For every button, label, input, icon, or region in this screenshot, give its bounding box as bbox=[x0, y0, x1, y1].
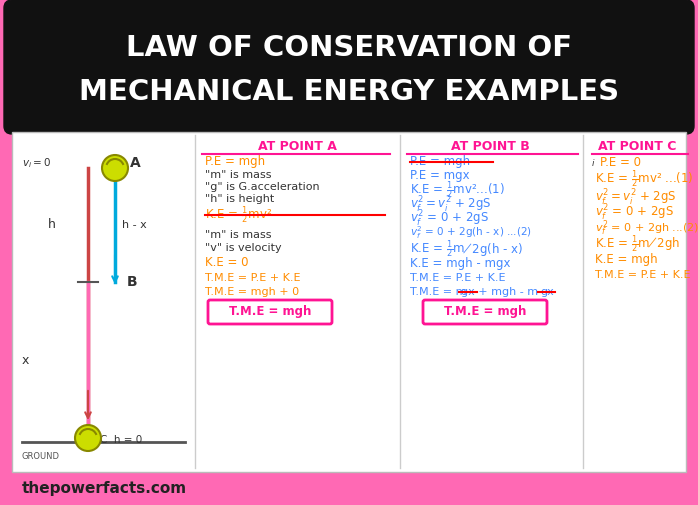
Text: K.E = $\frac{1}{2}$mv²: K.E = $\frac{1}{2}$mv² bbox=[205, 204, 272, 226]
Text: $\not{2}$g(h - x): $\not{2}$g(h - x) bbox=[463, 240, 523, 258]
Text: $\not{2}$gh: $\not{2}$gh bbox=[648, 235, 680, 252]
Text: K.E = 0: K.E = 0 bbox=[205, 257, 248, 270]
Text: AT POINT B: AT POINT B bbox=[451, 140, 529, 154]
Text: P.E = mgh: P.E = mgh bbox=[205, 156, 265, 169]
Text: K.E = $\frac{1}{2}$mv²...(1): K.E = $\frac{1}{2}$mv²...(1) bbox=[410, 179, 505, 201]
Text: LAW OF CONSERVATION OF: LAW OF CONSERVATION OF bbox=[126, 34, 572, 62]
Text: B: B bbox=[127, 275, 138, 289]
Text: "v" is velocity: "v" is velocity bbox=[205, 243, 281, 253]
Text: P.E = mgh: P.E = mgh bbox=[410, 156, 470, 169]
Text: P.E = mgx: P.E = mgx bbox=[410, 169, 470, 181]
Text: gx + mgh - m: gx + mgh - m bbox=[461, 287, 538, 297]
Circle shape bbox=[75, 425, 101, 451]
Text: T.M.E = m: T.M.E = m bbox=[410, 287, 466, 297]
Text: $v_f^2$ = 0 + 2g(h - x) ...(2): $v_f^2$ = 0 + 2g(h - x) ...(2) bbox=[410, 225, 532, 241]
Text: thepowerfacts.com: thepowerfacts.com bbox=[22, 480, 187, 495]
Circle shape bbox=[102, 155, 128, 181]
Text: h: h bbox=[48, 219, 56, 231]
Text: $v_f^2$ = 0 + 2gS: $v_f^2$ = 0 + 2gS bbox=[410, 209, 489, 229]
FancyBboxPatch shape bbox=[4, 0, 694, 134]
Text: P.E = 0: P.E = 0 bbox=[600, 157, 641, 170]
Text: "m" is mass: "m" is mass bbox=[205, 230, 272, 240]
Text: K.E = mgh - mgx: K.E = mgh - mgx bbox=[410, 258, 510, 271]
Text: AT POINT C: AT POINT C bbox=[597, 140, 676, 154]
Text: T.M.E = mgh: T.M.E = mgh bbox=[229, 306, 311, 319]
Text: h - x: h - x bbox=[122, 220, 147, 230]
Text: T.M.E = P.E + K.E: T.M.E = P.E + K.E bbox=[205, 273, 301, 283]
Text: T.M.E = mgh: T.M.E = mgh bbox=[444, 306, 526, 319]
Text: "h" is height: "h" is height bbox=[205, 194, 274, 204]
Text: K.E = $\frac{1}{2}$m: K.E = $\frac{1}{2}$m bbox=[410, 238, 466, 260]
Text: "m" is mass: "m" is mass bbox=[205, 170, 272, 180]
Text: K.E = $\frac{1}{2}$mv² ...(1): K.E = $\frac{1}{2}$mv² ...(1) bbox=[595, 168, 694, 190]
Text: $v_f^2$ = 0 + 2gS: $v_f^2$ = 0 + 2gS bbox=[595, 203, 674, 223]
Text: T.M.E = P.E + K.E: T.M.E = P.E + K.E bbox=[595, 270, 690, 280]
FancyBboxPatch shape bbox=[423, 300, 547, 324]
Text: gx: gx bbox=[540, 287, 554, 297]
Text: $v_f^2$ = 0 + 2gh ...(2): $v_f^2$ = 0 + 2gh ...(2) bbox=[595, 218, 698, 238]
Text: A: A bbox=[130, 156, 141, 170]
Text: C  h = 0: C h = 0 bbox=[100, 435, 142, 445]
Text: T.M.E = P.E + K.E: T.M.E = P.E + K.E bbox=[410, 273, 505, 283]
FancyBboxPatch shape bbox=[12, 132, 686, 472]
Text: K.E = $\frac{1}{2}$m: K.E = $\frac{1}{2}$m bbox=[595, 233, 651, 255]
Text: i: i bbox=[592, 159, 595, 168]
Text: "g" is G.acceleration: "g" is G.acceleration bbox=[205, 182, 320, 192]
Text: T.M.E = mgh + 0: T.M.E = mgh + 0 bbox=[205, 287, 299, 297]
Text: x: x bbox=[22, 354, 29, 367]
Text: MECHANICAL ENERGY EXAMPLES: MECHANICAL ENERGY EXAMPLES bbox=[79, 78, 619, 106]
Text: $v_i = 0$: $v_i = 0$ bbox=[22, 156, 51, 170]
Text: $v_f^2 = v_i^2$ + 2gS: $v_f^2 = v_i^2$ + 2gS bbox=[410, 195, 491, 215]
FancyBboxPatch shape bbox=[208, 300, 332, 324]
Text: AT POINT A: AT POINT A bbox=[258, 140, 336, 154]
Text: $v_f^2 = v_i^2$ + 2gS: $v_f^2 = v_i^2$ + 2gS bbox=[595, 188, 676, 208]
Text: K.E = mgh: K.E = mgh bbox=[595, 254, 658, 267]
Text: GROUND: GROUND bbox=[22, 452, 60, 461]
